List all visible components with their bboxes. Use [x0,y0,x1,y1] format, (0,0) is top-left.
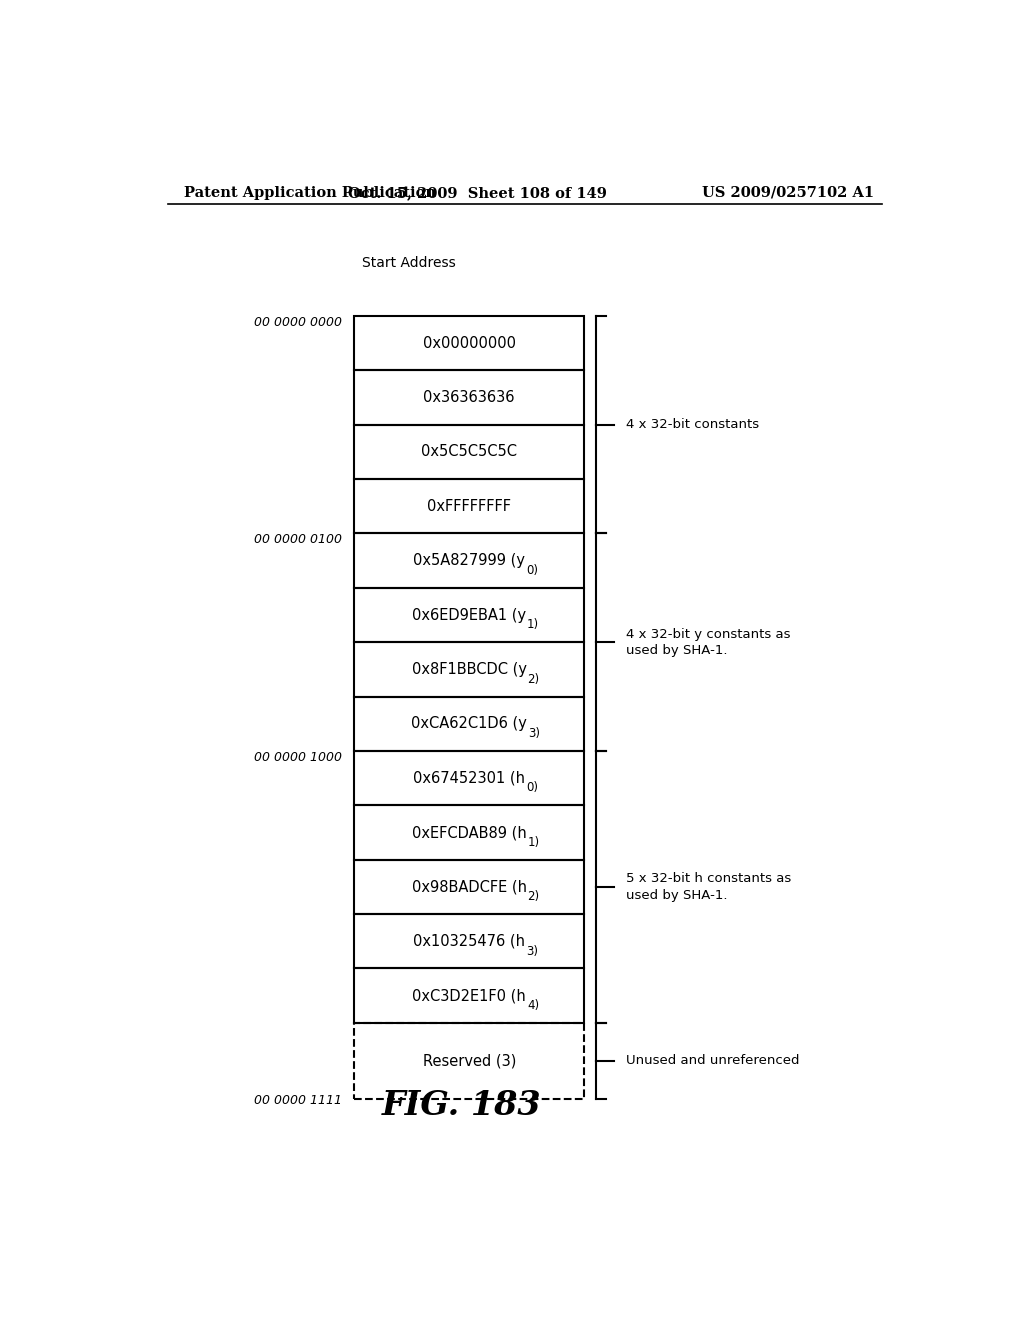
Text: 0): 0) [526,781,538,795]
Text: 0x10325476 (h: 0x10325476 (h [414,933,525,949]
Bar [354,697,585,751]
Bar [354,969,585,1023]
Text: 2): 2) [527,890,540,903]
Text: FIG. 183: FIG. 183 [382,1089,541,1122]
Text: 4 x 32-bit y constants as: 4 x 32-bit y constants as [626,627,791,640]
Bar [354,805,585,859]
Text: 0xCA62C1D6 (y: 0xCA62C1D6 (y [412,717,527,731]
Text: Start Address: Start Address [362,256,456,271]
Text: 0x00000000: 0x00000000 [423,335,516,351]
Text: Patent Application Publication: Patent Application Publication [183,186,435,199]
Text: used by SHA-1.: used by SHA-1. [626,888,727,902]
Text: 0x5C5C5C5C: 0x5C5C5C5C [421,445,517,459]
Bar [354,371,585,425]
Text: Unused and unreferenced: Unused and unreferenced [626,1055,799,1068]
Text: 4 x 32-bit constants: 4 x 32-bit constants [626,418,759,432]
Text: 1): 1) [527,836,540,849]
Text: 0x6ED9EBA1 (y: 0x6ED9EBA1 (y [413,607,526,623]
Bar [354,425,585,479]
Bar [354,1023,585,1100]
Text: 00 0000 1111: 00 0000 1111 [254,1094,342,1107]
Bar [354,913,585,969]
Text: 0xFFFFFFFF: 0xFFFFFFFF [427,499,511,513]
Text: 00 0000 0000: 00 0000 0000 [254,315,342,329]
Text: Oct. 15, 2009  Sheet 108 of 149: Oct. 15, 2009 Sheet 108 of 149 [348,186,606,199]
Text: 5 x 32-bit h constants as: 5 x 32-bit h constants as [626,873,791,886]
Text: 0xEFCDAB89 (h: 0xEFCDAB89 (h [412,825,526,840]
Text: 3): 3) [526,945,538,957]
Text: 0x5A827999 (y: 0x5A827999 (y [414,553,525,568]
Bar [354,587,585,643]
Text: 0x8F1BBCDC (y: 0x8F1BBCDC (y [412,661,526,677]
Bar [354,533,585,587]
Text: 0): 0) [526,564,538,577]
Text: 00 0000 0100: 00 0000 0100 [254,533,342,546]
Text: 0xC3D2E1F0 (h: 0xC3D2E1F0 (h [413,989,526,1003]
Bar [354,479,585,533]
Bar [354,643,585,697]
Text: Reserved (3): Reserved (3) [423,1053,516,1068]
Text: 0x98BADCFE (h: 0x98BADCFE (h [412,879,526,895]
Text: 0x67452301 (h: 0x67452301 (h [414,771,525,785]
Bar [354,315,585,371]
Bar [354,859,585,913]
Text: US 2009/0257102 A1: US 2009/0257102 A1 [701,186,873,199]
Text: 00 0000 1000: 00 0000 1000 [254,751,342,764]
Text: 0x36363636: 0x36363636 [424,389,515,405]
Bar [354,751,585,805]
Text: used by SHA-1.: used by SHA-1. [626,644,727,657]
Text: 1): 1) [527,618,540,631]
Text: 2): 2) [527,673,540,685]
Text: 3): 3) [528,727,540,741]
Text: 4): 4) [527,999,539,1012]
